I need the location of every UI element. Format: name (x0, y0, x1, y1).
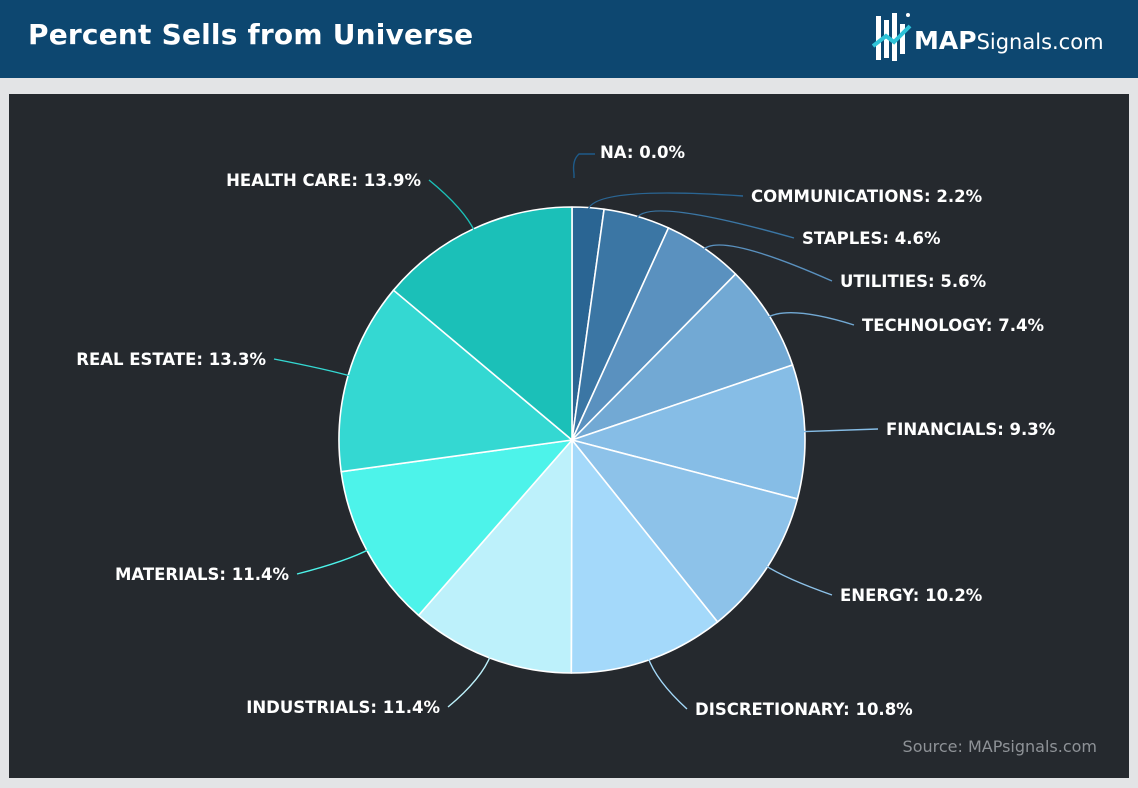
slice-label-technology: TECHNOLOGY: 7.4% (862, 316, 1044, 335)
leader-line-technology (765, 312, 855, 326)
slice-label-discretionary: DISCRETIONARY: 10.8% (695, 700, 913, 719)
slice-label-staples: STAPLES: 4.6% (802, 229, 941, 248)
leader-line-utilities (701, 244, 833, 282)
leader-line-industrials (447, 653, 492, 708)
slice-label-materials: MATERIALS: 11.4% (115, 565, 289, 584)
leader-line-financials (800, 428, 879, 433)
leader-line-na (572, 153, 595, 178)
slice-label-communications: COMMUNICATIONS: 2.2% (751, 187, 983, 206)
leader-line-materials (296, 547, 371, 575)
leader-line-real-estate (273, 358, 353, 378)
slice-label-energy: ENERGY: 10.2% (840, 586, 983, 605)
slice-label-real-estate: REAL ESTATE: 13.3% (76, 350, 266, 369)
leader-line-energy (763, 564, 833, 596)
source-note: Source: MAPsignals.com (902, 737, 1097, 756)
pie-chart: NA: 0.0% COMMUNICATIONS: 2.2% STAPLES: 4.6… (76, 143, 1056, 719)
leader-line-communications (587, 192, 744, 212)
slice-label-na: NA: 0.0% (600, 143, 685, 162)
chart-panel: NA: 0.0% COMMUNICATIONS: 2.2% STAPLES: 4.6… (9, 94, 1129, 778)
leader-line-health-care (428, 179, 476, 233)
header-bar: Percent Sells from Universe MAPSignals.c… (0, 0, 1138, 78)
slice-label-health-care: HEALTH CARE: 13.9% (226, 171, 421, 190)
slice-label-industrials: INDUSTRIALS: 11.4% (246, 698, 440, 717)
logo-text-rest: Signals.com (976, 30, 1104, 54)
slice-label-financials: FINANCIALS: 9.3% (886, 420, 1056, 439)
logo-text-bold: MAP (914, 26, 977, 55)
slice-label-utilities: UTILITIES: 5.6% (840, 272, 987, 291)
page-title: Percent Sells from Universe (28, 18, 474, 51)
logo-mark-icon (872, 13, 912, 61)
leader-line-discretionary (646, 655, 688, 710)
leader-line-staples (635, 210, 795, 239)
mapsignals-logo[interactable]: MAPSignals.com (872, 10, 1122, 68)
